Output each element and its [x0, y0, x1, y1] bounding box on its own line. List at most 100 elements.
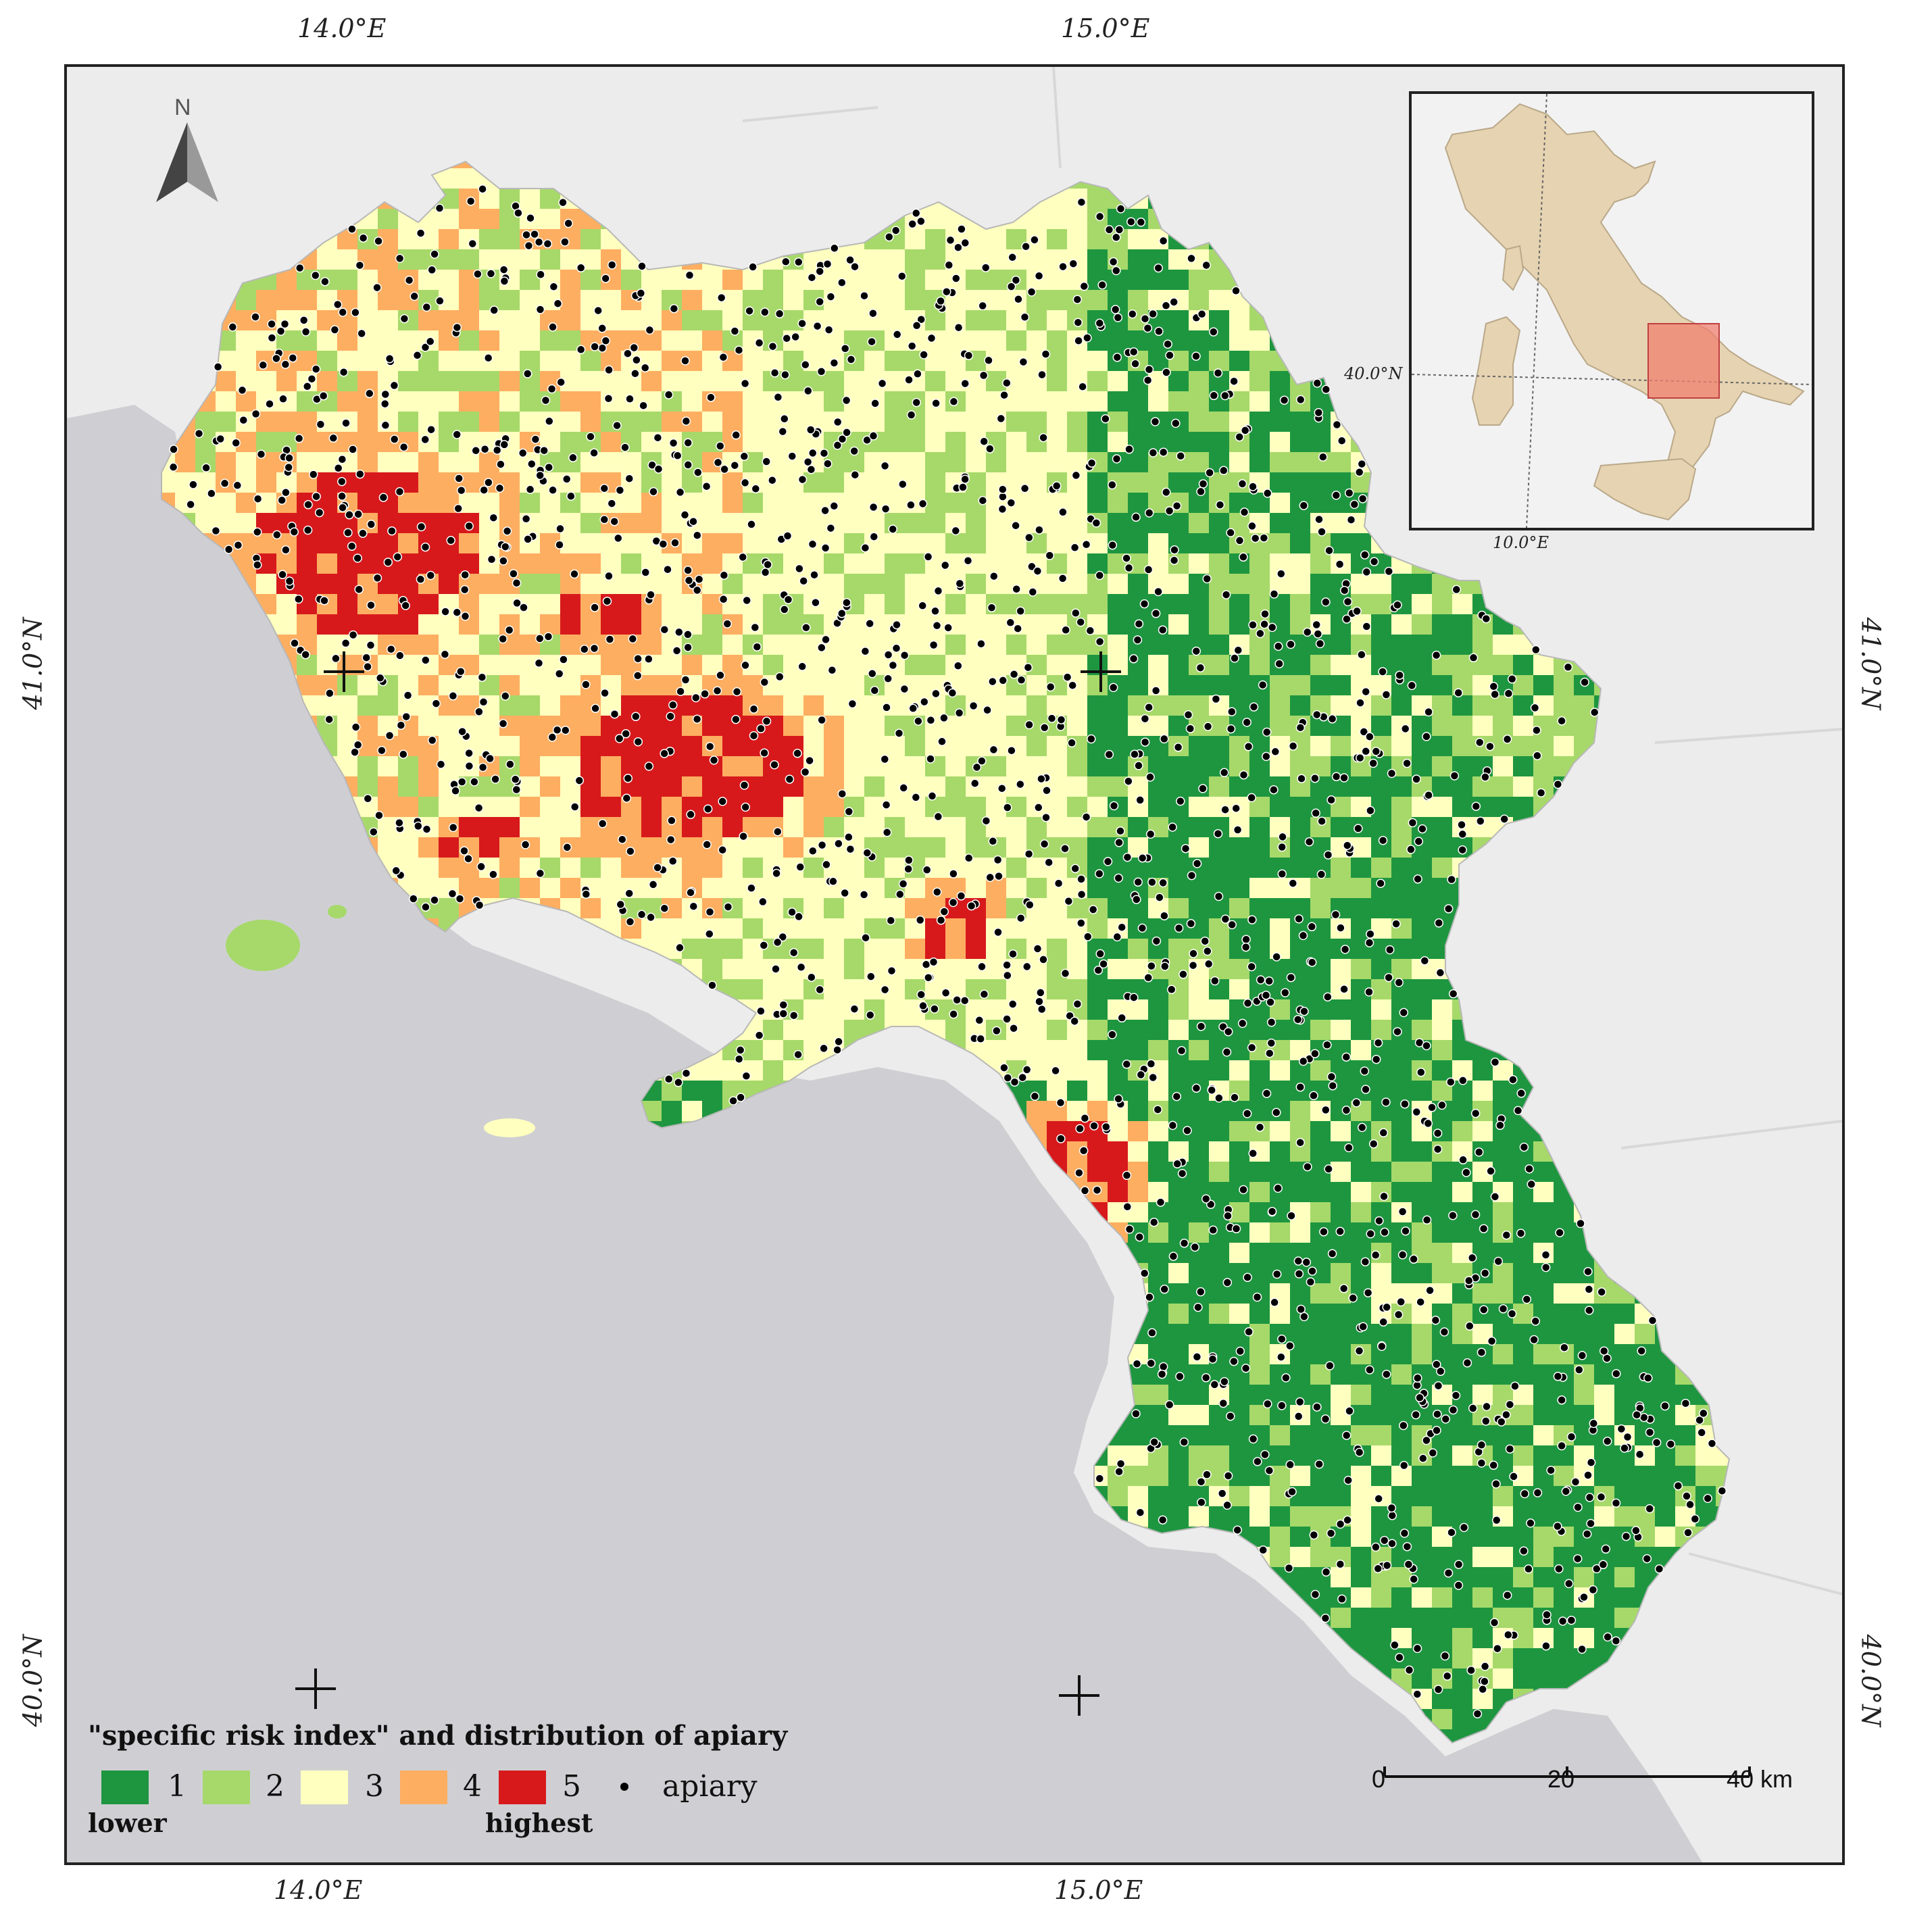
raster-cell: [621, 614, 641, 635]
raster-cell: [378, 290, 398, 310]
raster-cell: [682, 918, 702, 939]
raster-cell: [560, 614, 580, 635]
raster-cell: [1513, 1344, 1533, 1364]
raster-cell: [702, 858, 722, 878]
raster-cell: [1432, 614, 1452, 635]
raster-cell: [986, 330, 1006, 351]
raster-cell: [378, 310, 398, 330]
raster-cell: [763, 878, 783, 898]
raster-cell: [1128, 999, 1148, 1020]
raster-cell: [1554, 736, 1574, 756]
raster-cell: [1087, 1040, 1108, 1060]
raster-cell: [520, 189, 540, 209]
raster-cell: [621, 533, 641, 553]
raster-cell: [1168, 1283, 1189, 1304]
raster-cell: [1331, 513, 1351, 533]
raster-cell: [966, 594, 986, 614]
raster-cell: [1331, 1304, 1351, 1324]
raster-cell: [560, 310, 580, 330]
raster-cell: [439, 837, 459, 858]
raster-cell: [1189, 837, 1209, 858]
raster-cell: [1189, 1222, 1209, 1243]
raster-cell: [1290, 553, 1310, 574]
raster-cell: [1432, 999, 1452, 1020]
raster-cell: [905, 898, 925, 918]
raster-cell: [1148, 1304, 1168, 1324]
raster-cell: [1371, 716, 1391, 736]
raster-cell: [1614, 1304, 1635, 1324]
raster-cell: [743, 1040, 763, 1060]
raster-cell: [459, 209, 479, 229]
raster-cell: [601, 553, 621, 574]
raster-cell: [1310, 1202, 1331, 1222]
raster-cell: [1391, 1040, 1412, 1060]
raster-cell: [783, 837, 803, 858]
raster-cell: [945, 776, 966, 797]
raster-cell: [1331, 1162, 1351, 1182]
raster-cell: [1108, 412, 1128, 432]
raster-cell: [398, 493, 418, 513]
raster-cell: [236, 391, 256, 412]
raster-cell: [1310, 432, 1331, 452]
raster-cell: [1270, 675, 1290, 695]
raster-cell: [1006, 432, 1026, 452]
raster-cell: [662, 310, 682, 330]
raster-cell: [803, 553, 824, 574]
raster-cell: [601, 655, 621, 675]
raster-cell: [621, 553, 641, 574]
raster-cell: [702, 310, 722, 330]
raster-cell: [986, 756, 1006, 776]
raster-cell: [824, 756, 844, 776]
raster-cell: [621, 513, 641, 533]
raster-cell: [1270, 412, 1290, 432]
raster-cell: [459, 817, 479, 837]
raster-cell: [1108, 330, 1128, 351]
raster-cell: [1047, 655, 1067, 675]
raster-cell: [297, 533, 317, 553]
raster-cell: [925, 837, 945, 858]
raster-cell: [1067, 695, 1087, 716]
raster-cell: [1533, 675, 1554, 695]
raster-cell: [479, 614, 499, 635]
raster-cell: [1209, 432, 1229, 452]
raster-cell: [864, 472, 885, 493]
raster-cell: [803, 898, 824, 918]
raster-cell: [1432, 1040, 1452, 1060]
raster-cell: [1412, 979, 1432, 999]
raster-cell: [1047, 310, 1067, 330]
raster-cell: [1412, 898, 1432, 918]
sea: [67, 405, 1702, 1862]
raster-cell: [1391, 1060, 1412, 1081]
raster-cell: [1554, 1243, 1574, 1263]
raster-cell: [1168, 432, 1189, 452]
raster-cell: [1513, 1263, 1533, 1283]
raster-cell: [1351, 1040, 1371, 1060]
raster-cell: [1229, 594, 1249, 614]
raster-cell: [1229, 959, 1249, 979]
raster-cell: [905, 736, 925, 756]
raster-cell: [1432, 1222, 1452, 1243]
raster-cell: [398, 391, 418, 412]
raster-cell: [317, 533, 337, 553]
raster-cell: [1310, 1385, 1331, 1405]
raster-cell: [803, 1020, 824, 1040]
raster-cell: [966, 797, 986, 817]
raster-cell: [479, 412, 499, 432]
raster-cell: [1472, 1060, 1493, 1081]
raster-cell: [1290, 1182, 1310, 1202]
raster-cell: [1148, 999, 1168, 1020]
raster-cell: [479, 533, 499, 553]
raster-cell: [1168, 1020, 1189, 1040]
raster-cell: [824, 1020, 844, 1040]
raster-cell: [864, 249, 885, 270]
raster-cell: [560, 675, 580, 695]
raster-cell: [1371, 574, 1391, 594]
raster-cell: [1189, 756, 1209, 776]
raster-cell: [743, 858, 763, 878]
raster-cell: [1412, 756, 1432, 776]
raster-cell: [662, 1101, 682, 1121]
raster-cell: [662, 412, 682, 432]
raster-cell: [844, 959, 864, 979]
raster-cell: [1472, 1121, 1493, 1141]
raster-cell: [317, 635, 337, 655]
